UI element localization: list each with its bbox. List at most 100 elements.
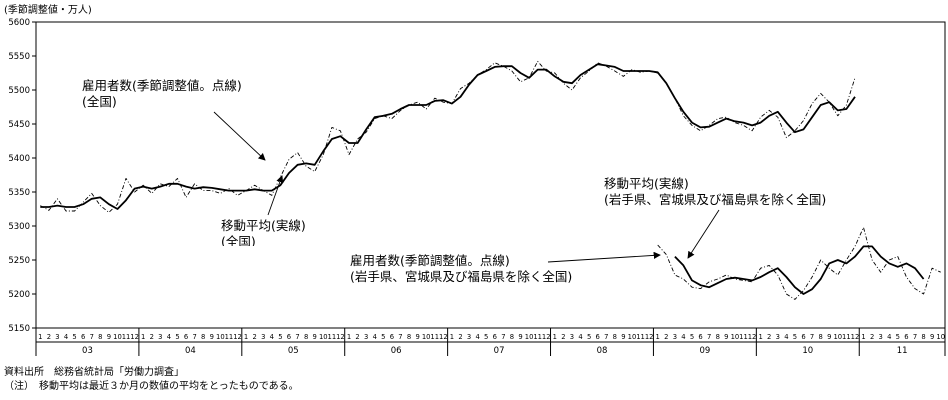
x-tick-label: 9 [621, 333, 625, 341]
y-tick-label: 5400 [8, 154, 30, 164]
x-tick-label: 12 [336, 333, 345, 341]
x-tick-label: 2 [767, 333, 771, 341]
x-tick-label: 12 [851, 333, 860, 341]
annotation-line: 移動平均(実線) [604, 176, 689, 191]
x-tick-label: 8 [510, 333, 514, 341]
x-tick-label: 4 [475, 333, 479, 341]
x-tick-label: 12 [130, 333, 139, 341]
x-tick-label: 5 [381, 333, 385, 341]
annotation-line: (全国) [82, 94, 117, 109]
x-tick-label: 8 [716, 333, 720, 341]
annotation-line: 雇用者数(季節調整値。点線) [350, 253, 510, 268]
year-label: 07 [494, 346, 505, 356]
x-tick-label: 5 [484, 333, 488, 341]
x-tick-label: 2 [47, 333, 51, 341]
x-tick-label: 7 [295, 333, 299, 341]
annotation-arrow-excluded-ma [687, 209, 720, 259]
annotation-national-current: 雇用者数(季節調整値。点線) (全国) [82, 78, 242, 110]
source-note: 資料出所 総務省統計局「労働力調査」 [4, 367, 184, 378]
x-tick-label: 7 [604, 333, 608, 341]
x-tick-label: 1 [656, 333, 660, 341]
x-tick-label: 3 [879, 333, 883, 341]
x-tick-label: 11 [430, 333, 439, 341]
x-tick-label: 4 [887, 333, 891, 341]
x-tick-label: 4 [270, 333, 274, 341]
x-tick-label: 4 [373, 333, 377, 341]
x-tick-label: 6 [390, 333, 394, 341]
annotation-line: 移動平均(実線) [221, 218, 306, 233]
year-label: 05 [288, 346, 299, 356]
x-tick-label: 10 [731, 333, 740, 341]
x-tick-label: 7 [810, 333, 814, 341]
x-tick-label: 1 [553, 333, 557, 341]
x-tick-label: 2 [355, 333, 359, 341]
x-tick-label: 9 [415, 333, 419, 341]
x-tick-label: 3 [776, 333, 780, 341]
y-tick-label: 5250 [8, 256, 30, 266]
annotation-arrow-national-ma [267, 175, 284, 216]
x-tick-label: 12 [645, 333, 654, 341]
x-tick-label: 4 [167, 333, 171, 341]
x-tick-label: 11 [225, 333, 234, 341]
x-tick-label: 5 [175, 333, 179, 341]
x-tick-label: 8 [407, 333, 411, 341]
x-tick-label: 5 [690, 333, 694, 341]
x-tick-label: 7 [501, 333, 505, 341]
x-tick-label: 6 [698, 333, 702, 341]
x-tick-label: 7 [90, 333, 94, 341]
x-tick-label: 8 [818, 333, 822, 341]
year-label: 08 [597, 346, 608, 356]
x-tick-label: 9 [210, 333, 214, 341]
year-label: 06 [391, 346, 402, 356]
x-tick-label: 7 [398, 333, 402, 341]
x-tick-label: 9 [930, 333, 934, 341]
y-tick-label: 5600 [8, 18, 30, 28]
x-tick-label: 9 [313, 333, 317, 341]
x-tick-label: 11 [328, 333, 337, 341]
annotation-excluded-current: 雇用者数(季節調整値。点線) (岩手県、宮城県及び福島県を除く全国) [350, 253, 572, 285]
x-tick-label: 8 [613, 333, 617, 341]
x-tick-label: 8 [201, 333, 205, 341]
year-label: 03 [82, 346, 93, 356]
footnote: （注） 移動平均は最近３か月の数値の平均をとったものである。 [4, 381, 299, 392]
x-tick-label: 9 [107, 333, 111, 341]
x-tick-label: 3 [467, 333, 471, 341]
x-tick-label: 5 [587, 333, 591, 341]
y-tick-label: 5150 [8, 324, 30, 334]
y-tick-label: 5200 [8, 290, 30, 300]
annotation-line: 雇用者数(季節調整値。点線) [82, 78, 242, 93]
annotation-line: (岩手県、宮城県及び福島県を除く全国) [604, 192, 827, 207]
x-tick-label: 10 [833, 333, 842, 341]
x-tick-label: 1 [38, 333, 42, 341]
x-tick-label: 2 [870, 333, 874, 341]
x-tick-label: 1 [861, 333, 865, 341]
x-tick-label: 3 [364, 333, 368, 341]
x-tick-label: 2 [253, 333, 257, 341]
x-tick-label: 1 [141, 333, 145, 341]
x-tick-label: 6 [904, 333, 908, 341]
x-tick-label: 7 [192, 333, 196, 341]
plot-frame [35, 21, 946, 329]
x-tick-label: 1 [244, 333, 248, 341]
x-tick-label: 10 [936, 333, 945, 341]
x-tick-label: 11 [533, 333, 542, 341]
x-tick-label: 3 [673, 333, 677, 341]
x-tick-label: 11 [842, 333, 851, 341]
series-line-1 [40, 63, 856, 210]
series-line-0 [40, 60, 856, 213]
x-tick-label: 8 [304, 333, 308, 341]
annotation-arrow-excluded-current [547, 251, 661, 263]
x-tick-label: 11 [636, 333, 645, 341]
x-tick-label: 8 [921, 333, 925, 341]
x-tick-label: 11 [122, 333, 131, 341]
year-label: 11 [897, 346, 908, 356]
x-tick-label: 10 [525, 333, 534, 341]
x-tick-label: 10 [216, 333, 225, 341]
series-line-2 [657, 226, 941, 300]
annotation-arrow-national-current [213, 111, 266, 161]
x-tick-label: 2 [150, 333, 154, 341]
x-tick-label: 7 [913, 333, 917, 341]
x-tick-label: 1 [758, 333, 762, 341]
y-tick-label: 5550 [8, 52, 30, 62]
